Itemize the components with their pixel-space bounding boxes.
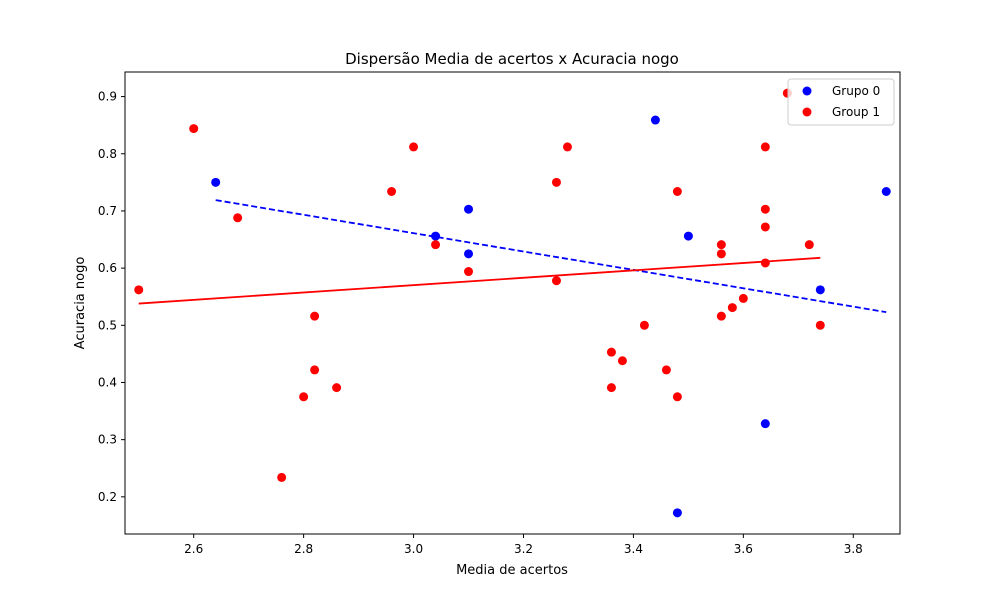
series-1-point (760, 258, 770, 268)
x-tick-label: 2.8 (294, 542, 313, 556)
y-tick-label: 0.4 (98, 375, 117, 389)
series-1-point (332, 383, 342, 393)
series-1-point (639, 320, 649, 330)
series-0-point (464, 204, 474, 214)
series-1-point (716, 240, 726, 250)
series-1-point (233, 213, 243, 223)
legend-box (787, 78, 895, 126)
legend-label: Grupo 0 (832, 84, 880, 98)
y-tick-label: 0.2 (98, 490, 117, 504)
x-tick-label: 3.4 (624, 542, 643, 556)
series-1-point (672, 392, 682, 402)
series-1-point (716, 311, 726, 321)
series-1-point (760, 222, 770, 232)
series-1-point (727, 303, 737, 313)
legend-marker (802, 107, 812, 117)
legend-marker (802, 86, 812, 96)
series-1-point (760, 142, 770, 152)
series-1-point (617, 356, 627, 366)
x-tick-label: 3.0 (404, 542, 423, 556)
series-1-point (804, 240, 814, 250)
series-1-point (716, 249, 726, 259)
series-1-point (661, 365, 671, 375)
series-1-point (189, 124, 199, 134)
series-1-point (606, 383, 616, 393)
series-0-fit-line (215, 199, 887, 314)
series-1-point (134, 285, 144, 295)
y-axis-label: Acuracia nogo (73, 257, 88, 350)
y-tick-label: 0.6 (98, 261, 117, 275)
x-tick-label: 3.2 (514, 542, 533, 556)
series-1-point (551, 177, 561, 187)
y-tick-label: 0.3 (98, 433, 117, 447)
series-1-point (299, 392, 309, 402)
plot-area (134, 88, 891, 518)
axes-frame (124, 71, 901, 535)
series-1-point (431, 240, 441, 250)
series-0-point (211, 177, 221, 187)
x-axis-ticks: 2.6 2.8 3.0 3.2 3.4 3.6 3.8 (184, 534, 863, 556)
series-1-point (562, 142, 572, 152)
series-1-fit-line (138, 256, 821, 305)
x-tick-label: 3.6 (734, 542, 753, 556)
series-1-point (760, 204, 770, 214)
series-1-point (464, 267, 474, 277)
series-0-point (683, 231, 693, 241)
series-0-point (431, 231, 441, 241)
series-1-point (672, 187, 682, 197)
y-tick-label: 0.7 (98, 204, 117, 218)
series-0-point (464, 249, 474, 259)
x-tick-label: 3.8 (844, 542, 863, 556)
x-tick-label: 2.6 (184, 542, 203, 556)
series-1-point (310, 365, 320, 375)
series-1-point (551, 276, 561, 286)
series-0-point (760, 419, 770, 429)
legend-label: Group 1 (832, 105, 880, 119)
series-1-point (277, 472, 287, 482)
y-tick-label: 0.5 (98, 318, 117, 332)
series-1-point (387, 187, 397, 197)
legend: Grupo 0 Group 1 (787, 78, 895, 126)
series-1-point (606, 347, 616, 357)
series-1-point (310, 311, 320, 321)
y-tick-label: 0.8 (98, 147, 117, 161)
y-tick-label: 0.9 (98, 90, 117, 104)
chart-title: Dispersão Media de acertos x Acuracia no… (345, 50, 679, 68)
series-0-point (650, 115, 660, 125)
series-0-point (672, 508, 682, 518)
series-1-point (815, 320, 825, 330)
series-0-point (881, 187, 891, 197)
series-1-point (409, 142, 419, 152)
series-0-point (815, 285, 825, 295)
y-axis-ticks: 0.2 0.3 0.4 0.5 0.6 0.7 0.8 0.9 (98, 90, 125, 504)
x-axis-label: Media de acertos (456, 563, 568, 578)
series-1-point (738, 293, 748, 303)
